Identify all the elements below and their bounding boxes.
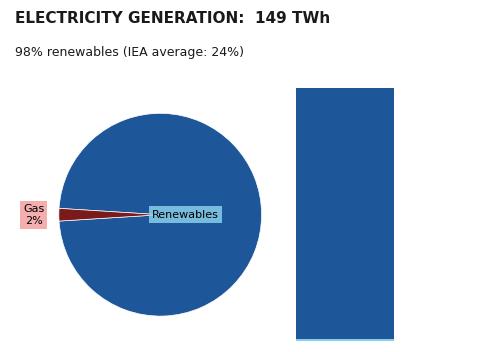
Bar (296, 339, 394, 341)
Wedge shape (59, 113, 262, 316)
Text: Wind
1%: Wind 1% (0, 351, 1, 352)
Text: Gas
2%: Gas 2% (23, 204, 44, 226)
Text: Hydro
97%: Hydro 97% (0, 351, 1, 352)
Text: 98% renewables (IEA average: 24%): 98% renewables (IEA average: 24%) (15, 46, 244, 59)
Text: Renewables: Renewables (152, 210, 219, 220)
Wedge shape (59, 208, 160, 221)
Text: ELECTRICITY GENERATION:  149 TWh: ELECTRICITY GENERATION: 149 TWh (15, 11, 330, 26)
